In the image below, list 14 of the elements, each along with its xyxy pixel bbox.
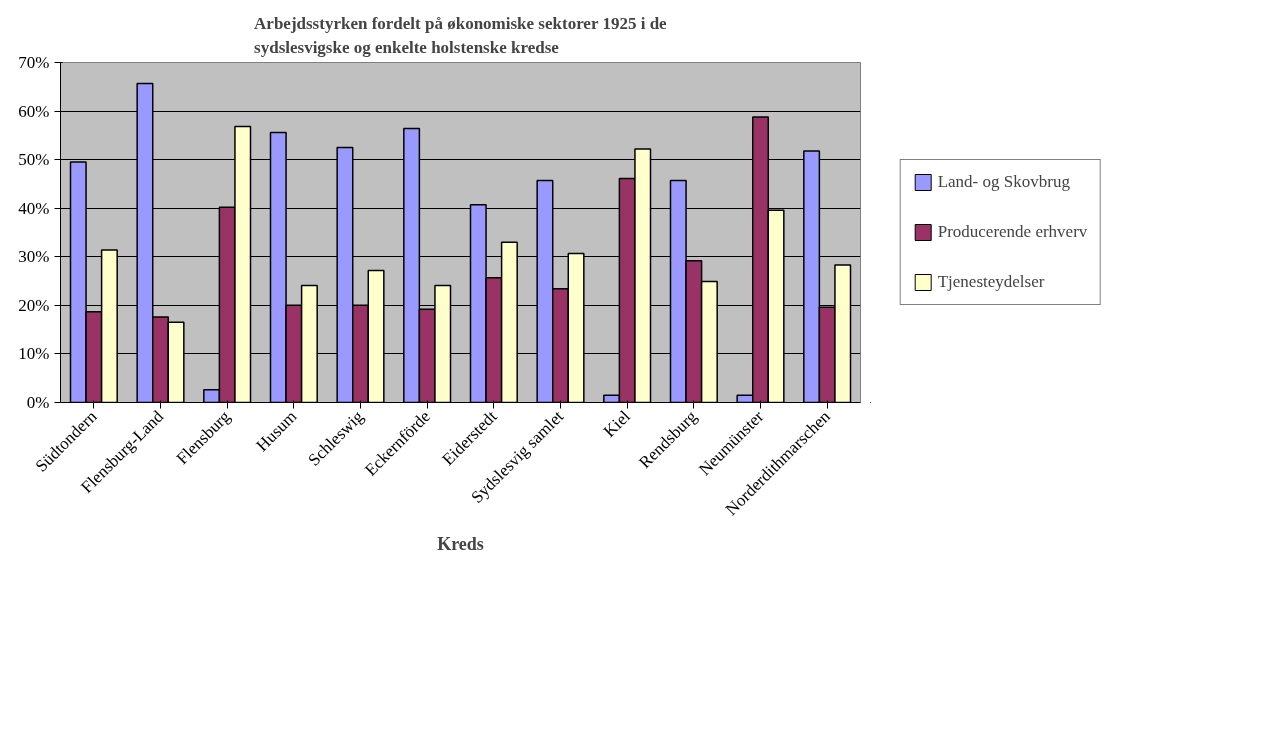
- y-tick-label: 30%: [18, 247, 50, 267]
- x-tick-label: Kiel: [599, 406, 635, 441]
- y-tick-label: 60%: [18, 101, 50, 121]
- legend-label: Land- og Skovbrug: [937, 172, 1070, 192]
- y-tick-label: 40%: [18, 198, 50, 218]
- legend-label: Tjenesteydelser: [937, 272, 1045, 292]
- x-axis-title: Kreds: [437, 533, 484, 554]
- y-tick-label: 20%: [18, 295, 50, 315]
- legend-label: Producerende erhverv: [937, 222, 1088, 242]
- y-tick-label: 50%: [18, 150, 50, 170]
- chart-title: Arbejdsstyrken fordelt på økonomiske sektorer 1925 i de sydslesvigske og enkelte holstenske kredse: [254, 13, 668, 58]
- y-tick-label: 70%: [18, 53, 50, 72]
- y-tick-label: 0%: [26, 393, 50, 412]
- y-tick-label: 10%: [18, 344, 50, 364]
